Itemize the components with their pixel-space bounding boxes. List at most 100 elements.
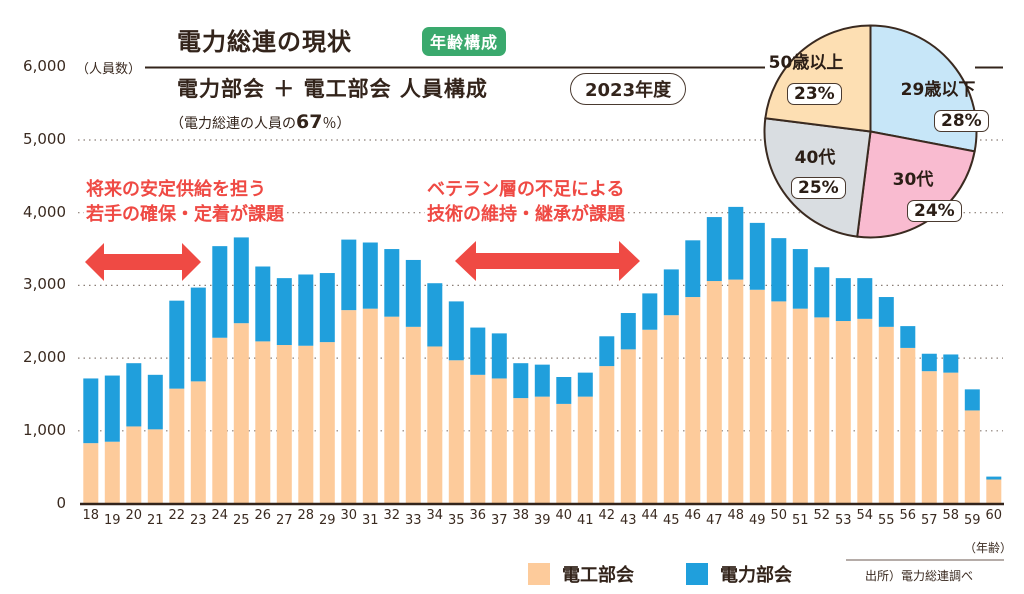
- bar-denryoku-60: [986, 476, 1002, 480]
- x-tick-label: 35: [448, 513, 465, 528]
- bar-denryoku-51: [792, 249, 808, 309]
- bar-denko-23: [190, 381, 206, 504]
- chart-subtitle: 電力部会 ＋ 電工部会 人員構成: [177, 77, 488, 101]
- x-tick-label: 51: [792, 513, 809, 528]
- x-tick-label: 59: [964, 513, 981, 528]
- x-tick-label: 52: [813, 508, 831, 523]
- annotation-line: ベテラン層の不足による: [427, 179, 625, 200]
- x-tick-label: 22: [168, 508, 186, 523]
- x-tick-label: 45: [663, 513, 680, 528]
- bar-denryoku-50: [771, 238, 787, 302]
- x-tick-label: 58: [942, 508, 960, 523]
- bar-denko-52: [814, 317, 830, 504]
- bar-denryoku-18: [83, 378, 99, 444]
- pie-percent-label: 25%: [791, 177, 846, 199]
- y-tick-label: 5,000: [23, 130, 66, 148]
- y-axis-unit: （人員数）: [76, 62, 142, 77]
- bar-denryoku-36: [470, 327, 486, 375]
- bar-denryoku-48: [728, 206, 744, 280]
- bar-denko-40: [556, 403, 572, 504]
- bar-denryoku-41: [577, 372, 593, 397]
- bar-denko-31: [362, 308, 378, 504]
- bar-denryoku-23: [190, 287, 206, 382]
- bar-denryoku-53: [835, 278, 851, 322]
- bar-denko-37: [491, 378, 507, 504]
- bar-denryoku-31: [362, 242, 378, 309]
- page-title: 電力総連の現状: [177, 28, 352, 56]
- bar-denryoku-30: [341, 239, 357, 311]
- x-tick-label: 40: [555, 508, 573, 523]
- bar-denryoku-46: [685, 240, 701, 298]
- bar-denko-33: [405, 326, 421, 504]
- x-tick-label: 57: [921, 513, 938, 528]
- bar-denryoku-45: [663, 269, 679, 316]
- bar-denko-25: [233, 323, 249, 504]
- annotation-young: 将来の安定供給を担う 若手の確保・定着が課題: [84, 177, 286, 227]
- y-tick-label: 2,000: [23, 348, 66, 367]
- x-axis-unit: （年齢）: [964, 541, 1013, 555]
- bar-denko-55: [878, 326, 894, 504]
- bar-denryoku-29: [319, 273, 335, 343]
- share-suffix: ％）: [322, 116, 351, 132]
- bar-denryoku-38: [513, 363, 529, 399]
- annotation-line: 若手の確保・定着が課題: [86, 204, 284, 225]
- bar-denryoku-43: [620, 313, 636, 350]
- bar-denryoku-39: [534, 364, 550, 397]
- x-tick-label: 53: [835, 513, 852, 528]
- bar-denko-45: [663, 315, 679, 504]
- bar-denko-34: [427, 346, 443, 504]
- legend-label-denko: 電工部会: [562, 565, 634, 586]
- bar-denko-48: [728, 279, 744, 504]
- year-pill: 2023年度: [570, 73, 687, 105]
- annotation-line: 将来の安定供給を担う: [86, 179, 266, 200]
- annotation-veteran: ベテラン層の不足による 技術の維持・継承が課題: [425, 177, 627, 227]
- bar-denryoku-20: [126, 363, 142, 427]
- bar-denryoku-44: [642, 293, 658, 330]
- y-tick-label: 1,000: [23, 420, 66, 439]
- x-tick-label: 20: [125, 508, 143, 523]
- x-tick-label: 24: [211, 508, 229, 523]
- bar-denryoku-25: [233, 237, 249, 324]
- bar-denryoku-40: [556, 377, 572, 404]
- bar-denko-35: [448, 360, 464, 504]
- x-tick-label: 48: [727, 508, 745, 523]
- bar-denko-28: [298, 345, 314, 504]
- bar-denko-26: [255, 341, 271, 504]
- bar-denryoku-34: [427, 283, 443, 347]
- x-tick-label: 33: [405, 513, 422, 528]
- bar-denryoku-47: [706, 217, 722, 282]
- x-tick-label: 21: [147, 513, 164, 528]
- bar-denryoku-57: [921, 353, 937, 372]
- bar-denko-54: [857, 318, 873, 504]
- bar-denryoku-49: [749, 222, 765, 290]
- x-tick-label: 26: [254, 508, 272, 523]
- bar-denryoku-59: [964, 389, 980, 411]
- x-tick-label: 55: [878, 513, 895, 528]
- bars: [83, 206, 1002, 504]
- x-tick-label: 36: [469, 508, 487, 523]
- x-tick-label: 54: [856, 508, 874, 523]
- pie-percent-label: 24%: [907, 200, 962, 222]
- bar-denko-30: [341, 310, 357, 504]
- bar-denryoku-42: [599, 336, 615, 367]
- x-tick-label: 29: [319, 513, 336, 528]
- annotation-arrows: [85, 241, 640, 281]
- pie-slice-3: [764, 24, 872, 133]
- annotation-line: 技術の維持・継承が課題: [427, 204, 625, 225]
- double-arrow-icon: [85, 243, 201, 281]
- x-tick-label: 44: [641, 508, 659, 523]
- pie-percent-label: 23%: [787, 83, 842, 105]
- pie-percent-label: 28%: [934, 110, 989, 132]
- share-prefix: （電力総連の人員の: [170, 116, 296, 132]
- source-note: 出所）電力総連調べ: [865, 569, 974, 583]
- bar-denryoku-35: [448, 301, 464, 361]
- bar-denko-38: [513, 398, 529, 504]
- bar-denko-53: [835, 321, 851, 504]
- bar-denko-18: [83, 443, 99, 504]
- bar-denko-51: [792, 308, 808, 504]
- bar-denko-24: [212, 337, 228, 504]
- x-tick-label: 32: [383, 508, 401, 523]
- x-tick-label: 37: [491, 513, 508, 528]
- x-tick-label: 41: [577, 513, 594, 528]
- x-tick-label: 38: [512, 508, 530, 523]
